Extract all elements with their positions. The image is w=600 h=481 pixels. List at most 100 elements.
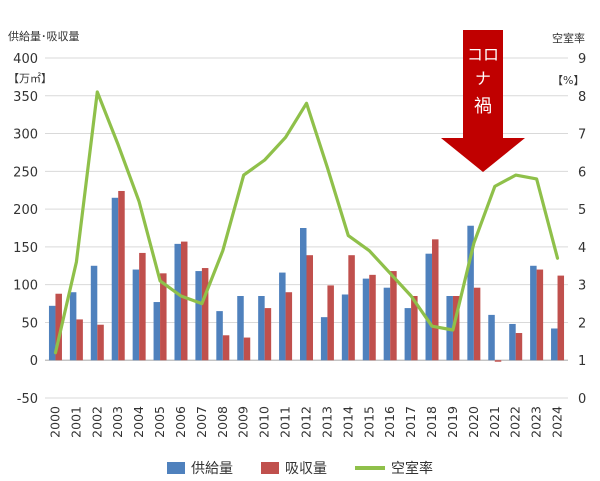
left-tick-label: 150	[13, 241, 38, 256]
point-vacancy	[242, 173, 245, 177]
bar-supply	[69, 292, 77, 361]
bar-supply	[216, 311, 223, 361]
legend: 供給量 吸収量 空室率	[0, 458, 600, 478]
bar-supply	[174, 243, 181, 361]
point-vacancy	[200, 302, 204, 305]
left-axis-title-line1: 供給量･吸収量	[8, 30, 80, 43]
bar-supply	[132, 269, 140, 361]
point-vacancy	[430, 325, 434, 328]
right-axis-title-line2: 【%】	[552, 74, 585, 87]
bar-supply	[362, 278, 370, 361]
right-axis-title: 空室率 【%】	[552, 4, 585, 102]
annotation-text-line2: ナ	[475, 69, 491, 88]
legend-label-supply: 供給量	[191, 461, 233, 477]
bar-absorption	[348, 255, 355, 361]
bar-absorption	[411, 296, 418, 361]
right-tick-label: 0	[578, 392, 586, 407]
x-tick-label: 2020	[466, 406, 481, 438]
bar-supply	[509, 323, 516, 361]
point-vacancy	[388, 272, 392, 275]
point-vacancy	[451, 328, 455, 332]
right-tick-label: 8	[578, 90, 586, 105]
x-tick-label: 2011	[278, 406, 293, 438]
bar-supply	[383, 287, 391, 361]
x-tick-label: 2012	[299, 406, 314, 438]
bar-absorption	[201, 268, 209, 361]
point-vacancy	[54, 351, 57, 354]
right-tick-label: 5	[578, 203, 586, 218]
annotation-arrow	[441, 30, 525, 172]
left-tick-label: 400	[13, 52, 38, 67]
bar-absorption	[243, 337, 251, 361]
left-tick-label: 300	[13, 128, 38, 143]
bar-absorption	[473, 287, 481, 361]
bar-absorption	[97, 324, 104, 361]
point-vacancy	[117, 143, 120, 147]
legend-item-supply: 供給量	[167, 458, 233, 478]
bar-absorption	[160, 273, 167, 361]
x-tick-label: 2013	[319, 406, 334, 438]
bar-absorption	[515, 333, 523, 361]
x-tick-label: 2002	[89, 406, 104, 438]
left-tick-label: 50	[21, 316, 38, 331]
point-vacancy	[493, 185, 496, 188]
bar-supply	[467, 225, 474, 361]
point-vacancy	[368, 249, 371, 252]
legend-swatch-vacancy	[355, 466, 385, 470]
x-tick-label: 2019	[445, 406, 460, 438]
right-tick-label: 7	[578, 128, 586, 143]
point-vacancy	[284, 136, 287, 139]
legend-swatch-absorption	[261, 462, 279, 474]
bar-absorption	[180, 241, 188, 361]
bar-supply	[48, 305, 56, 361]
bar-supply	[195, 271, 202, 361]
bar-absorption	[452, 296, 460, 361]
x-tick-label: 2015	[361, 406, 376, 438]
right-tick-label: 1	[578, 354, 586, 369]
bar-absorption	[139, 252, 146, 361]
point-vacancy	[158, 279, 162, 283]
left-tick-label: 350	[13, 90, 38, 105]
bar-supply	[530, 265, 537, 361]
left-tick-label: 250	[13, 165, 38, 180]
right-tick-label: 4	[578, 241, 586, 256]
right-tick-label: 6	[578, 165, 586, 180]
x-tick-label: 2022	[508, 406, 523, 438]
legend-item-vacancy: 空室率	[355, 458, 433, 478]
x-tick-label: 2010	[257, 406, 272, 438]
left-tick-label: 0	[30, 354, 38, 369]
left-tick-label: 100	[13, 279, 38, 294]
x-tick-label: 2024	[550, 406, 565, 438]
point-vacancy	[535, 177, 538, 181]
bar-absorption	[76, 319, 83, 361]
bar-supply	[153, 302, 161, 361]
point-vacancy	[137, 200, 141, 203]
point-vacancy	[305, 102, 308, 105]
legend-swatch-supply	[167, 462, 185, 474]
point-vacancy	[221, 249, 225, 252]
point-vacancy	[326, 166, 329, 169]
left-tick-label: 200	[13, 203, 38, 218]
x-tick-label: 2007	[194, 406, 209, 438]
bar-supply	[90, 265, 98, 361]
x-tick-label: 2006	[173, 406, 188, 438]
x-tick-label: 2014	[340, 406, 355, 438]
x-tick-label: 2021	[487, 406, 502, 438]
bar-absorption	[264, 308, 272, 361]
annotation-text-line3: 禍	[474, 96, 492, 117]
legend-item-absorption: 吸収量	[261, 458, 327, 478]
bar-absorption	[222, 335, 230, 361]
point-vacancy	[409, 294, 413, 298]
bar-supply	[404, 308, 412, 361]
bar-absorption	[557, 275, 565, 361]
bar-supply	[237, 296, 244, 361]
right-tick-label: 9	[578, 52, 586, 67]
x-tick-label: 2023	[529, 406, 544, 438]
bar-absorption	[327, 285, 334, 361]
x-tick-label: 2008	[215, 406, 230, 438]
bar-supply	[300, 228, 307, 361]
point-vacancy	[514, 173, 517, 177]
point-vacancy	[472, 241, 476, 245]
point-vacancy	[556, 257, 559, 260]
bar-supply	[111, 197, 119, 361]
